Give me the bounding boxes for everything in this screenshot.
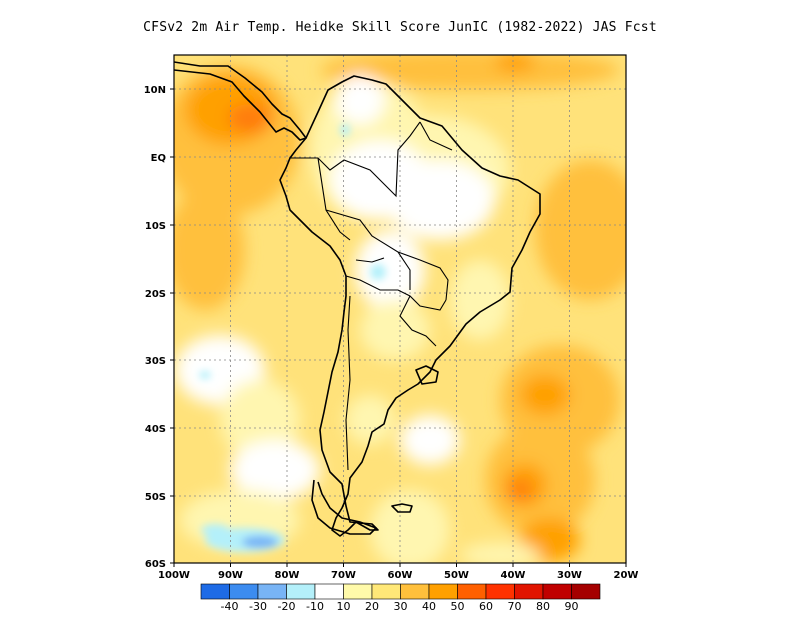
longitude-labels: 100W 90W 80W 70W 60W 50W 40W 30W 20W xyxy=(158,570,638,581)
colorbar-swatch xyxy=(314,583,344,600)
colorbar-label: 20 xyxy=(365,600,379,613)
lon-label-70w: 70W xyxy=(331,570,356,581)
lon-label-100w: 100W xyxy=(158,570,190,581)
colorbar-label: -10 xyxy=(306,600,324,613)
colorbar-label: 80 xyxy=(536,600,550,613)
colorbar-swatch xyxy=(457,583,487,600)
latitude-labels: 10N EQ 10S 20S 30S 40S 50S 60S xyxy=(144,85,166,570)
country-borders xyxy=(290,121,453,471)
colorbar-label: -40 xyxy=(221,600,239,613)
lat-label-50s: 50S xyxy=(145,492,166,503)
colorbar-label: 40 xyxy=(422,600,436,613)
colorbar: -40 -30 -20 -10 10 20 30 40 50 60 70 80 90 xyxy=(200,583,601,613)
lon-label-50w: 50W xyxy=(444,570,469,581)
colorbar-label: 10 xyxy=(337,600,351,613)
tick-marks xyxy=(170,88,627,567)
colorbar-swatch xyxy=(571,583,601,600)
lat-label-20s: 20S xyxy=(145,289,166,300)
lat-label-40s: 40S xyxy=(145,424,166,435)
lat-label-60s: 60S xyxy=(145,559,166,570)
colorbar-label: 90 xyxy=(565,600,579,613)
lon-label-80w: 80W xyxy=(275,570,300,581)
lon-label-30w: 30W xyxy=(557,570,582,581)
colorbar-swatch xyxy=(286,583,316,600)
colorbar-swatch xyxy=(485,583,515,600)
lon-label-20w: 20W xyxy=(614,570,639,581)
lon-label-90w: 90W xyxy=(218,570,243,581)
map-title: CFSv2 2m Air Temp. Heidke Skill Score Ju… xyxy=(143,20,657,35)
colorbar-swatch xyxy=(371,583,401,600)
colorbar-label: 30 xyxy=(394,600,408,613)
colorbar-swatch xyxy=(229,583,259,600)
colorbar-swatch xyxy=(542,583,572,600)
colorbar-swatch xyxy=(257,583,287,600)
colorbar-swatch xyxy=(343,583,373,600)
colorbar-label: 60 xyxy=(479,600,493,613)
colorbar-label: -20 xyxy=(278,600,296,613)
lon-label-60w: 60W xyxy=(388,570,413,581)
lat-label-10s: 10S xyxy=(145,221,166,232)
lat-label-eq: EQ xyxy=(151,153,166,164)
map-grid xyxy=(174,55,626,563)
colorbar-swatch xyxy=(514,583,544,600)
colorbar-swatch xyxy=(400,583,430,600)
lat-label-10n: 10N xyxy=(144,85,166,96)
colorbar-swatch xyxy=(428,583,458,600)
colorbar-label: 50 xyxy=(451,600,465,613)
colorbar-label: 70 xyxy=(508,600,522,613)
coastlines xyxy=(174,61,541,537)
colorbar-label: -30 xyxy=(249,600,267,613)
colorbar-swatch xyxy=(200,583,230,600)
lon-label-40w: 40W xyxy=(501,570,526,581)
lat-label-30s: 30S xyxy=(145,356,166,367)
